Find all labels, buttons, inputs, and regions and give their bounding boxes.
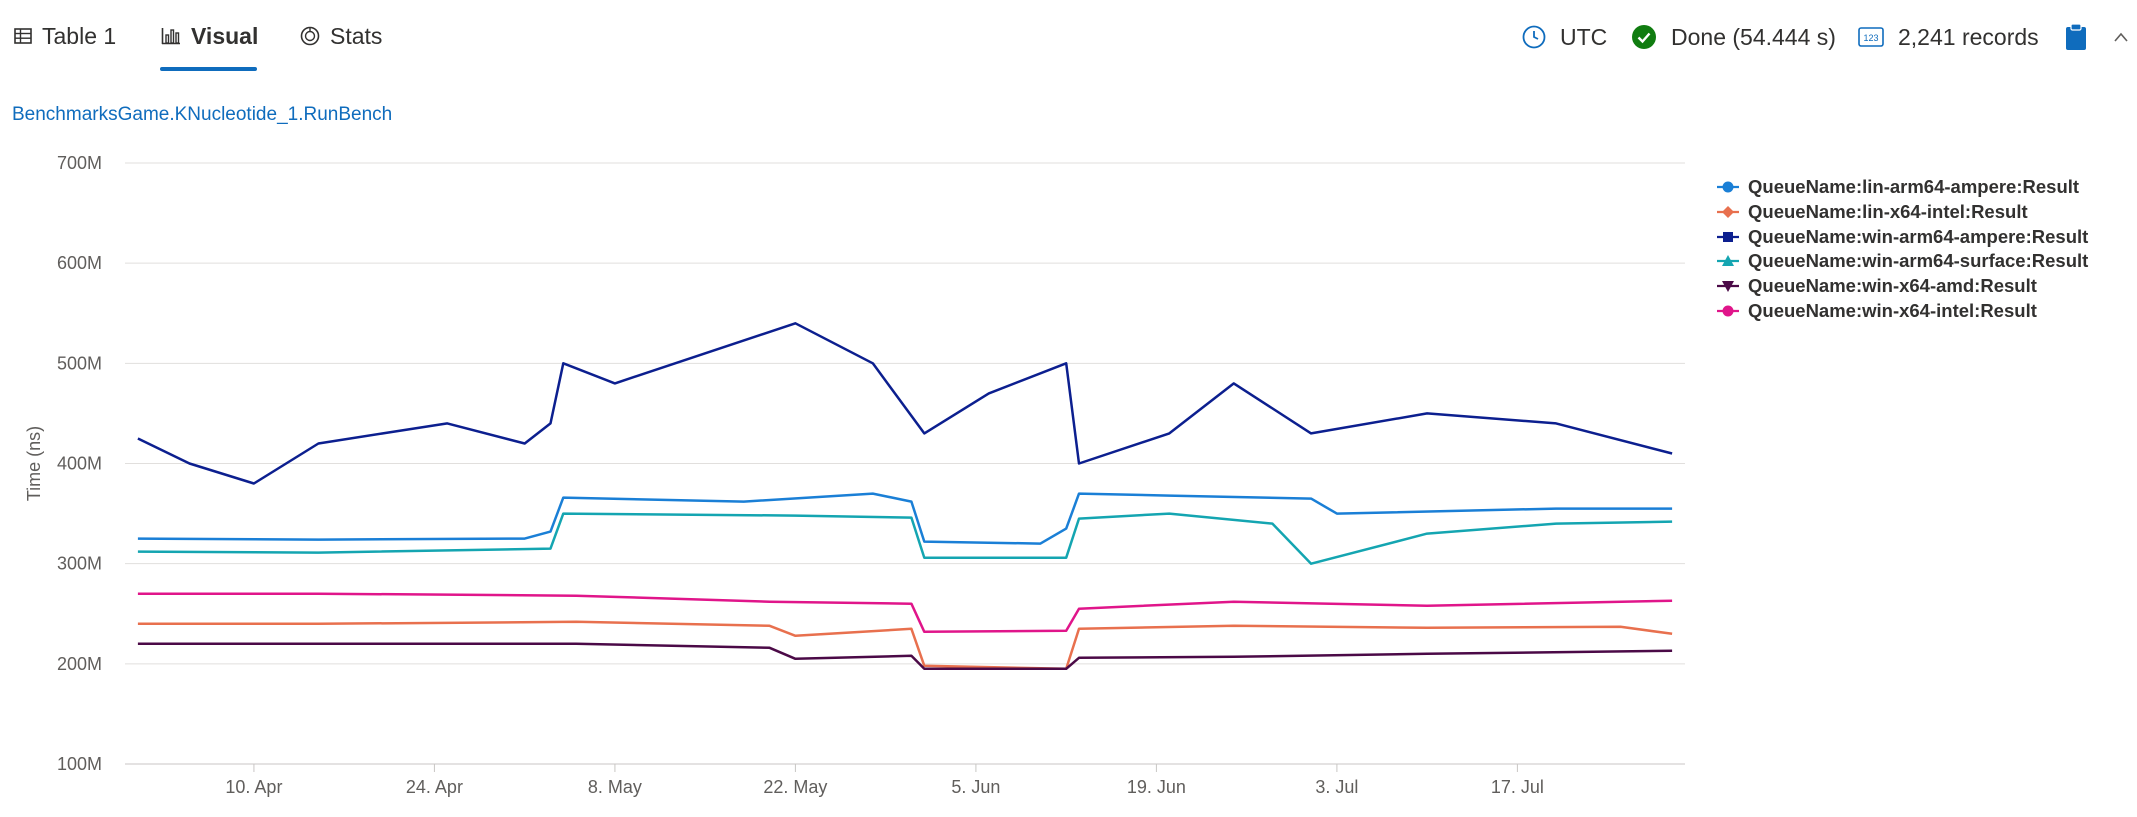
legend-marker-icon [1717,255,1739,267]
tab-table-1[interactable]: Table 1 [14,0,116,72]
series-lines [137,322,1673,671]
legend-label: QueueName:lin-x64-intel:Result [1748,201,2028,223]
records-count: 123 2,241 records [1858,0,2039,74]
tab-label: Table 1 [42,22,117,49]
y-tick-label: 700M [57,153,102,173]
legend-marker-icon [1717,181,1739,193]
tab-label: Visual [191,22,259,49]
grid-lines [125,162,1685,765]
y-tick-label: 500M [57,353,102,373]
line-chart: 100M 200M 300M 400M 500M 600M 700M 10. Apr 24. … [24,153,1685,797]
legend-marker-icon [1717,281,1739,293]
legend-label: QueueName:lin-arm64-ampere:Result [1748,176,2080,198]
query-status: Done (54.444 s) [1631,0,1836,74]
timezone-label: UTC [1560,23,1608,50]
check-circle-icon [1631,24,1657,50]
series-line[interactable] [137,620,1673,671]
legend-item[interactable]: QueueName:win-x64-intel:Result [1716,298,2088,323]
legend-item[interactable]: QueueName:lin-arm64-ampere:Result [1716,175,2088,200]
table-icon [14,28,32,44]
tab-visual[interactable]: Visual [161,0,258,72]
legend-item[interactable]: QueueName:win-arm64-ampere:Result [1716,224,2088,249]
series-line[interactable] [137,512,1673,565]
x-tick-label: 3. Jul [1315,777,1358,797]
copy-button[interactable] [2065,0,2101,74]
x-axis: 10. Apr 24. Apr 8. May 22. May 5. Jun 19. Jun… [125,763,1685,797]
x-tick-label: 24. Apr [406,777,463,797]
records-text: 2,241 records [1898,23,2039,50]
chart-title[interactable]: BenchmarksGame.KNucleotide_1.RunBench [12,104,393,125]
number-badge-icon: 123 [1858,27,1884,47]
legend-marker-icon [1717,231,1739,242]
x-tick-label: 17. Jul [1491,777,1544,797]
legend-label: QueueName:win-x64-amd:Result [1748,275,2037,297]
y-axis-label: Time (ns) [24,426,44,501]
collapse-button[interactable] [2113,0,2137,74]
tab-label: Stats [330,22,383,49]
clock-icon [1522,25,1546,49]
chart-legend: QueueName:lin-arm64-ampere:Result QueueNa… [1716,175,2088,323]
chart-icon [161,27,181,45]
chevron-up-icon [2113,31,2129,43]
svg-text:123: 123 [1863,33,1878,43]
series-line[interactable] [137,592,1673,634]
y-tick-label: 600M [57,253,102,273]
x-tick-label: 19. Jun [1127,777,1186,797]
top-bar: Table 1 Visual Stats UTC Done (54.444 s)… [0,0,2137,74]
x-tick-label: 22. May [763,777,827,797]
timezone-indicator[interactable]: UTC [1522,0,1607,74]
series-line[interactable] [137,492,1673,545]
legend-marker-icon [1717,305,1739,317]
series-line[interactable] [137,642,1673,671]
legend-label: QueueName:win-arm64-surface:Result [1748,250,2089,272]
legend-item[interactable]: QueueName:lin-x64-intel:Result [1716,200,2088,225]
x-tick-label: 5. Jun [951,777,1000,797]
legend-item[interactable]: QueueName:win-arm64-surface:Result [1716,249,2088,274]
y-axis: 100M 200M 300M 400M 500M 600M 700M [57,153,102,774]
legend-item[interactable]: QueueName:win-x64-amd:Result [1716,274,2088,299]
x-tick-label: 8. May [588,777,642,797]
y-tick-label: 200M [57,654,102,674]
y-tick-label: 300M [57,554,102,574]
status-text: Done (54.444 s) [1671,23,1836,50]
tab-stats[interactable]: Stats [300,0,382,72]
y-tick-label: 400M [57,454,102,474]
legend-label: QueueName:win-arm64-ampere:Result [1748,225,2089,247]
x-tick-label: 10. Apr [225,777,282,797]
active-tab-indicator [160,67,257,71]
series-line[interactable] [137,322,1673,485]
legend-marker-icon [1717,206,1739,219]
y-tick-label: 100M [57,754,102,774]
legend-label: QueueName:win-x64-intel:Result [1748,299,2037,321]
clipboard-icon [2065,23,2087,51]
stats-icon [300,26,320,46]
